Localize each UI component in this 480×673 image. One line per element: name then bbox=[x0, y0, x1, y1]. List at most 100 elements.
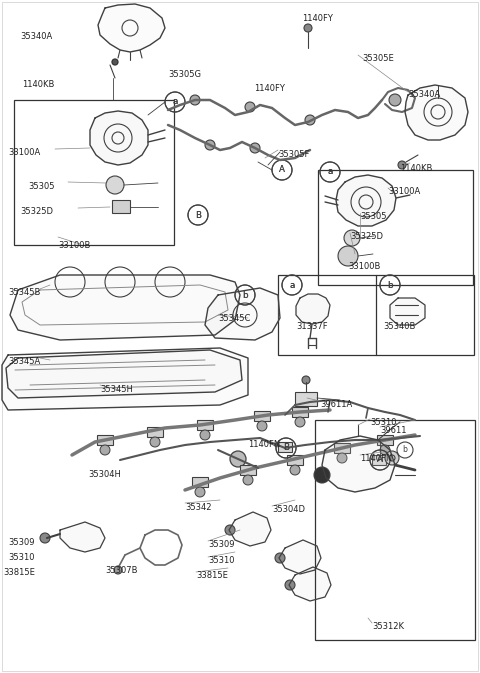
Circle shape bbox=[302, 376, 310, 384]
Bar bbox=[315, 420, 475, 640]
Circle shape bbox=[304, 24, 312, 32]
Circle shape bbox=[338, 246, 358, 266]
Polygon shape bbox=[322, 436, 395, 492]
Text: 35310: 35310 bbox=[370, 418, 396, 427]
Text: 1140KB: 1140KB bbox=[400, 164, 432, 173]
Circle shape bbox=[200, 430, 210, 440]
Circle shape bbox=[305, 115, 315, 125]
Bar bbox=[197, 420, 213, 430]
Text: 35304H: 35304H bbox=[88, 470, 121, 479]
Text: 33815E: 33815E bbox=[3, 568, 35, 577]
Text: a: a bbox=[327, 168, 333, 176]
Text: 35345A: 35345A bbox=[8, 357, 40, 366]
Text: B: B bbox=[195, 211, 201, 219]
Text: a: a bbox=[289, 281, 295, 289]
Bar bbox=[295, 392, 317, 406]
Text: B: B bbox=[283, 444, 289, 452]
Circle shape bbox=[314, 467, 330, 483]
Polygon shape bbox=[279, 540, 321, 574]
Text: b: b bbox=[403, 446, 408, 454]
Bar bbox=[147, 427, 163, 437]
Polygon shape bbox=[205, 288, 280, 340]
Text: 33815E: 33815E bbox=[196, 571, 228, 580]
Bar bbox=[377, 435, 393, 445]
Text: 1140FY: 1140FY bbox=[302, 14, 333, 23]
Text: 39611A: 39611A bbox=[320, 400, 352, 409]
Polygon shape bbox=[296, 294, 330, 324]
Text: 35340B: 35340B bbox=[383, 322, 415, 331]
Circle shape bbox=[380, 445, 390, 455]
Text: 35310: 35310 bbox=[8, 553, 35, 562]
Circle shape bbox=[190, 95, 200, 105]
Text: 35340A: 35340A bbox=[408, 90, 440, 99]
Polygon shape bbox=[10, 275, 240, 340]
Text: 39611: 39611 bbox=[380, 426, 407, 435]
Text: a: a bbox=[327, 168, 333, 176]
Text: A: A bbox=[279, 166, 285, 174]
Text: 1140FN: 1140FN bbox=[248, 440, 280, 449]
Text: 35307B: 35307B bbox=[105, 566, 137, 575]
Text: 31337F: 31337F bbox=[296, 322, 328, 331]
Circle shape bbox=[385, 451, 399, 465]
Text: 33100A: 33100A bbox=[8, 148, 40, 157]
Circle shape bbox=[100, 445, 110, 455]
Text: 35309: 35309 bbox=[208, 540, 235, 549]
Bar bbox=[318, 170, 473, 285]
Text: 35345H: 35345H bbox=[100, 385, 133, 394]
Circle shape bbox=[290, 465, 300, 475]
Circle shape bbox=[275, 553, 285, 563]
Bar bbox=[112, 200, 130, 213]
Text: b: b bbox=[387, 281, 393, 289]
Text: 33100B: 33100B bbox=[58, 241, 90, 250]
Circle shape bbox=[398, 161, 406, 169]
Text: 33100B: 33100B bbox=[348, 262, 380, 271]
Text: a: a bbox=[289, 281, 295, 289]
Text: 35312K: 35312K bbox=[372, 622, 404, 631]
Text: 35305: 35305 bbox=[360, 212, 386, 221]
Circle shape bbox=[150, 437, 160, 447]
Bar bbox=[254, 411, 270, 421]
Text: A: A bbox=[377, 456, 383, 464]
Bar bbox=[278, 442, 292, 452]
Text: 35310: 35310 bbox=[208, 556, 235, 565]
Circle shape bbox=[337, 453, 347, 463]
Polygon shape bbox=[2, 348, 248, 410]
Polygon shape bbox=[405, 85, 468, 140]
Text: 35305: 35305 bbox=[28, 182, 55, 191]
Circle shape bbox=[106, 176, 124, 194]
Text: B: B bbox=[195, 211, 201, 219]
Circle shape bbox=[250, 143, 260, 153]
Circle shape bbox=[295, 417, 305, 427]
Bar bbox=[192, 477, 208, 487]
Bar bbox=[240, 465, 256, 475]
Text: 35342: 35342 bbox=[185, 503, 212, 512]
Text: 35340A: 35340A bbox=[20, 32, 52, 41]
Text: 1140FN: 1140FN bbox=[360, 454, 392, 463]
Text: 1140KB: 1140KB bbox=[22, 80, 54, 89]
Circle shape bbox=[344, 230, 360, 246]
Circle shape bbox=[205, 140, 215, 150]
Bar bbox=[287, 455, 303, 465]
Text: 35305G: 35305G bbox=[168, 70, 201, 79]
Bar bbox=[14, 100, 174, 245]
Polygon shape bbox=[98, 4, 165, 52]
Polygon shape bbox=[6, 350, 242, 398]
Text: A: A bbox=[377, 456, 383, 464]
Polygon shape bbox=[90, 111, 148, 165]
Polygon shape bbox=[60, 522, 105, 552]
Text: B: B bbox=[283, 444, 289, 452]
Circle shape bbox=[112, 59, 118, 65]
Text: 35304D: 35304D bbox=[272, 505, 305, 514]
Text: 35305F: 35305F bbox=[278, 150, 310, 159]
Bar bbox=[372, 455, 386, 465]
Polygon shape bbox=[289, 567, 331, 601]
Text: 35309: 35309 bbox=[8, 538, 35, 547]
Text: 35345B: 35345B bbox=[8, 288, 40, 297]
Bar bbox=[97, 435, 113, 445]
Circle shape bbox=[389, 94, 401, 106]
Text: 33100A: 33100A bbox=[388, 187, 420, 196]
Circle shape bbox=[230, 451, 246, 467]
Text: a: a bbox=[172, 98, 178, 106]
Bar bbox=[292, 407, 308, 417]
Polygon shape bbox=[336, 175, 396, 226]
